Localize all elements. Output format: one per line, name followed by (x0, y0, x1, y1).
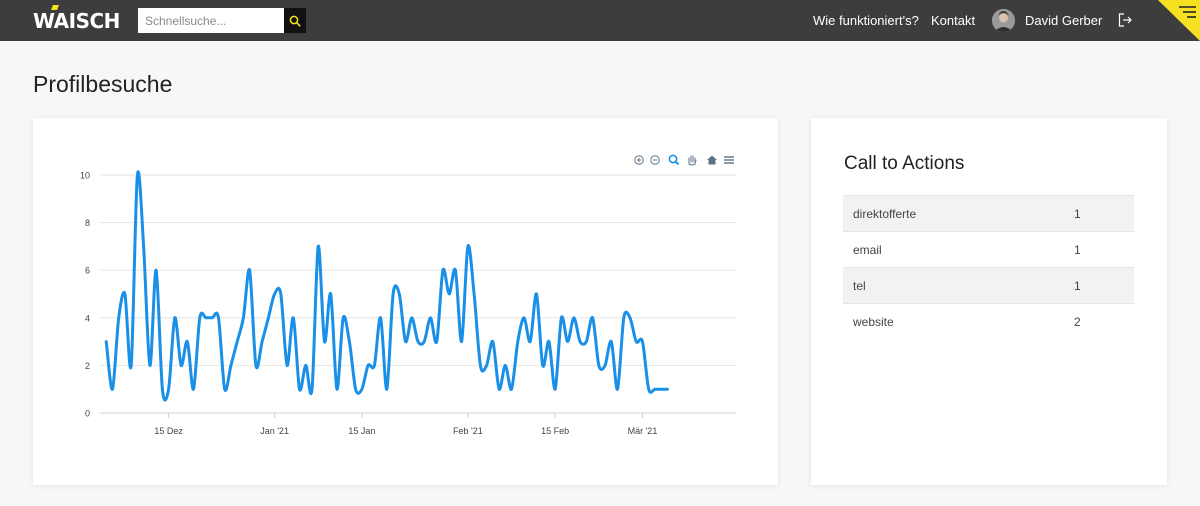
cta-title: Call to Actions (844, 153, 965, 174)
hamburger-icon (1179, 6, 1196, 18)
avatar-image (992, 9, 1015, 32)
user-name[interactable]: David Gerber (1025, 13, 1103, 28)
chart-x-axis: 15 Dez Jan '21 15 Jan Feb '21 15 Feb Mär '21 (154, 413, 657, 436)
series-line-profile-visits (104, 170, 669, 402)
y-tick-label: 2 (85, 361, 90, 371)
y-tick-label: 0 (85, 409, 90, 419)
cta-label: email (843, 231, 1064, 268)
x-tick-label: Feb '21 (453, 426, 483, 436)
cta-count: 1 (1064, 267, 1134, 304)
zoom-out-icon[interactable] (650, 155, 660, 165)
user-avatar[interactable] (992, 9, 1015, 32)
quick-search (138, 8, 306, 33)
chart-toolbar (634, 154, 734, 166)
cta-table: direktofferte 1 email 1 tel 1 website 2 (843, 195, 1134, 340)
search-button[interactable] (284, 8, 306, 33)
logout-icon (1118, 13, 1132, 27)
nav-contact-link[interactable]: Kontakt (931, 13, 976, 28)
call-to-actions-card: Call to Actions direktofferte 1 email 1 … (811, 118, 1167, 485)
x-tick-label: 15 Feb (541, 426, 569, 436)
y-tick-label: 4 (85, 313, 90, 323)
cta-count: 1 (1064, 195, 1134, 232)
x-tick-label: 15 Jan (348, 426, 375, 436)
chart-y-axis: 0 2 4 6 8 10 (80, 171, 90, 419)
table-row: email 1 (843, 231, 1134, 268)
logout-button[interactable] (1117, 12, 1133, 28)
home-icon[interactable] (707, 155, 717, 165)
x-tick-label: 15 Dez (154, 426, 183, 436)
y-tick-label: 8 (85, 218, 90, 228)
table-row: website 2 (843, 303, 1134, 340)
menu-corner-graphic (1158, 0, 1200, 41)
magnify-icon[interactable] (668, 154, 680, 166)
cta-label: tel (843, 267, 1064, 304)
page-title: Profilbesuche (33, 71, 173, 97)
logo-text: WAISCH (33, 9, 120, 33)
cta-label: direktofferte (843, 195, 1064, 232)
cta-count: 2 (1064, 303, 1134, 340)
profile-visits-chart[interactable]: 0 2 4 6 8 10 15 Dez Jan '21 15 Jan Feb '21 15 Feb… (33, 118, 778, 485)
top-navbar: WAISCH Wie funktioniert's? Kontakt David… (0, 0, 1200, 41)
zoom-in-icon[interactable] (634, 155, 644, 165)
nav-how-it-works-link[interactable]: Wie funktioniert's? (813, 13, 919, 28)
cta-count: 1 (1064, 231, 1134, 268)
x-tick-label: Jan '21 (260, 426, 289, 436)
brand-logo[interactable]: WAISCH (33, 5, 120, 33)
cta-label: website (843, 303, 1064, 340)
y-tick-label: 6 (85, 266, 90, 276)
main-menu-button[interactable] (1140, 0, 1200, 41)
table-row: tel 1 (843, 267, 1134, 304)
pan-hand-icon[interactable] (688, 155, 697, 166)
table-row: direktofferte 1 (843, 195, 1134, 232)
search-input[interactable] (138, 8, 284, 33)
search-icon (289, 15, 301, 27)
profile-visits-chart-card: 0 2 4 6 8 10 15 Dez Jan '21 15 Jan Feb '21 15 Feb… (33, 118, 778, 485)
menu-icon[interactable] (724, 156, 734, 164)
y-tick-label: 10 (80, 171, 90, 181)
x-tick-label: Mär '21 (628, 426, 658, 436)
